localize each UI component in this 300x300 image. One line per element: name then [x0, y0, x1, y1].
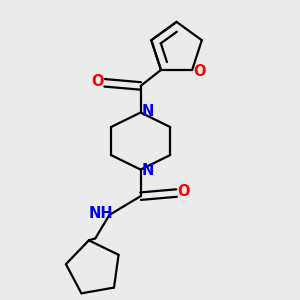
Text: N: N — [141, 163, 154, 178]
Text: O: O — [194, 64, 206, 79]
Text: N: N — [141, 104, 154, 119]
Text: O: O — [177, 184, 190, 199]
Text: O: O — [92, 74, 104, 89]
Text: NH: NH — [88, 206, 113, 221]
